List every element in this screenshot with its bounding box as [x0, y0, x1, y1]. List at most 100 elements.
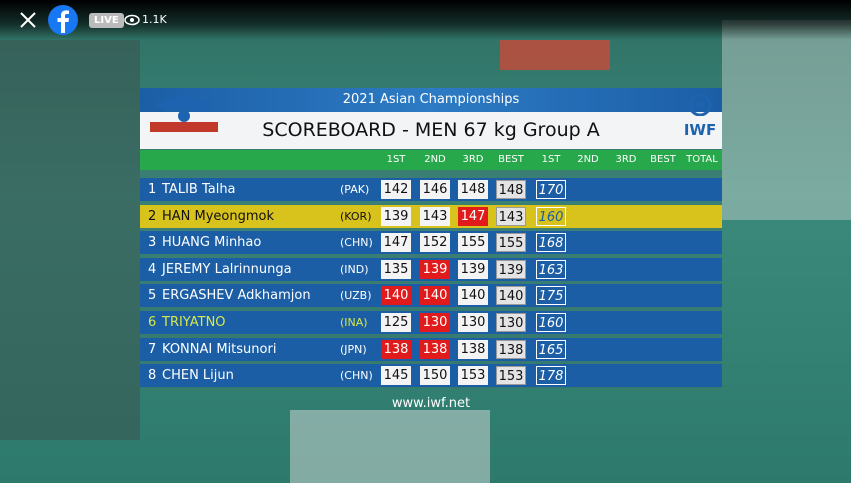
- close-button[interactable]: [18, 10, 38, 30]
- country: (JPN): [340, 342, 367, 356]
- column-label: BEST: [650, 154, 676, 165]
- snatch-best: 138: [496, 339, 526, 359]
- athlete-name: TRIYATNO: [162, 315, 226, 330]
- scoreboard: 2021 Asian Championships SCOREBOARD - ME…: [140, 88, 722, 411]
- facebook-logo: [48, 5, 78, 35]
- athlete-name: CHEN Lijun: [162, 368, 234, 384]
- result-row: 6 TRIYATNO (INA) 125 130 130 130 160: [140, 311, 722, 334]
- snatch-best: 153: [496, 366, 526, 386]
- result-row: 8 CHEN Lijun (CHN) 145 150 153 153 178: [140, 364, 722, 388]
- title-area: SCOREBOARD - MEN 67 kg Group A: [140, 112, 722, 149]
- athlete-name: TALIB Talha: [162, 182, 236, 197]
- result-row: 1 TALIB Talha (PAK) 142 146 148 148 170: [140, 178, 722, 201]
- snatch-attempt: 146: [420, 180, 450, 199]
- iwf-rings: [688, 94, 712, 116]
- snatch-best: 155: [496, 233, 526, 253]
- board-title: SCOREBOARD - MEN 67 kg Group A: [262, 119, 600, 141]
- country: (CHN): [340, 369, 373, 383]
- snatch-attempt: 130: [458, 313, 488, 332]
- column-header: 1ST 2ND 3RD BEST 1ST 2ND 3RD BEST TOTAL: [140, 150, 722, 170]
- snatch-attempt: 145: [381, 366, 411, 386]
- viewer-count: 1.1K: [142, 13, 167, 26]
- snatch-best: 148: [496, 180, 526, 199]
- snatch-best: 139: [496, 259, 526, 279]
- country: (KOR): [340, 209, 372, 223]
- snatch-attempt: 138: [458, 339, 488, 359]
- cj-attempt: 160: [536, 313, 566, 332]
- snatch-attempt: 152: [420, 233, 450, 253]
- cj-attempt: 168: [536, 233, 566, 253]
- snatch-attempt: 139: [420, 259, 450, 279]
- championship-logo: [150, 94, 218, 132]
- snatch-attempt: 138: [420, 339, 450, 359]
- cj-attempt: 178: [536, 366, 566, 386]
- cj-attempt: 175: [536, 286, 566, 306]
- snatch-attempt: 148: [458, 180, 488, 199]
- snatch-attempt: 140: [381, 286, 411, 306]
- country: (UZB): [340, 289, 372, 303]
- eye-icon: [124, 14, 140, 26]
- athlete-name: ERGASHEV Adkhamjon: [162, 288, 311, 304]
- snatch-attempt: 140: [458, 286, 488, 306]
- result-row: 3 HUANG Minhao (CHN) 147 152 155 155 168: [140, 231, 722, 255]
- column-label: 3RD: [615, 154, 637, 165]
- cj-attempt: 165: [536, 339, 566, 359]
- event-strip: 2021 Asian Championships: [140, 88, 722, 112]
- column-label: 1ST: [541, 154, 561, 165]
- country: (IND): [340, 262, 369, 276]
- country: (CHN): [340, 236, 373, 250]
- snatch-attempt: 138: [381, 339, 411, 359]
- snatch-attempt: 142: [381, 180, 411, 199]
- result-row: 2 HAN Myeongmok (KOR) 139 143 147 143 160: [140, 204, 722, 228]
- rank: 1: [148, 182, 157, 197]
- column-label: 2ND: [577, 154, 599, 165]
- snatch-best: 143: [496, 206, 526, 226]
- country: (INA): [340, 316, 368, 329]
- snatch-attempt: 147: [458, 206, 488, 226]
- snatch-best: 140: [496, 286, 526, 306]
- footer-url: www.iwf.net: [391, 396, 471, 411]
- snatch-attempt: 147: [381, 233, 411, 253]
- snatch-attempt: 125: [381, 313, 411, 332]
- cj-attempt: 170: [536, 180, 566, 199]
- result-row: 5 ERGASHEV Adkhamjon (UZB) 140 140 140 140 175: [140, 284, 722, 308]
- live-badge: LIVE: [89, 13, 124, 28]
- snatch-attempt: 153: [458, 366, 488, 386]
- athlete-name: KONNAI Mitsunori: [162, 341, 277, 357]
- iwf-logo-text: IWF: [683, 121, 717, 139]
- column-label: 2ND: [424, 154, 446, 165]
- snatch-attempt: 140: [420, 286, 450, 306]
- column-label: BEST: [498, 154, 524, 165]
- result-row: 7 KONNAI Mitsunori (JPN) 138 138 138 138 165: [140, 337, 722, 361]
- rank: 4: [148, 261, 157, 277]
- result-row: 4 JEREMY Lalrinnunga (IND) 135 139 139 139 163: [140, 257, 722, 281]
- snatch-attempt: 139: [458, 259, 488, 279]
- column-label: TOTAL: [686, 154, 718, 165]
- cj-attempt: 163: [536, 259, 566, 279]
- snatch-attempt: 155: [458, 233, 488, 253]
- snatch-best: 130: [496, 313, 526, 332]
- snatch-attempt: 150: [420, 366, 450, 386]
- event-name: 2021 Asian Championships: [342, 92, 520, 107]
- athlete-name: HAN Myeongmok: [162, 208, 275, 224]
- rank: 5: [148, 288, 157, 304]
- country: (PAK): [340, 183, 370, 196]
- result-rows: 1 TALIB Talha (PAK) 142 146 148 148 170 2 HAN Mye…: [140, 178, 722, 388]
- athlete-name: JEREMY Lalrinnunga: [162, 261, 292, 277]
- column-label: 3RD: [462, 154, 484, 165]
- cj-attempt: 160: [536, 206, 566, 226]
- rank: 6: [148, 315, 157, 330]
- rank: 7: [148, 341, 157, 357]
- rank: 2: [148, 208, 157, 224]
- snatch-attempt: 135: [381, 259, 411, 279]
- snatch-attempt: 139: [381, 206, 411, 226]
- rank: 8: [148, 368, 157, 384]
- column-label: 1ST: [386, 154, 406, 165]
- snatch-attempt: 143: [420, 206, 450, 226]
- snatch-attempt: 130: [420, 313, 450, 332]
- athlete-name: HUANG Minhao: [162, 235, 262, 251]
- live-bar: LIVE 1.1K: [0, 0, 851, 40]
- rank: 3: [148, 235, 157, 251]
